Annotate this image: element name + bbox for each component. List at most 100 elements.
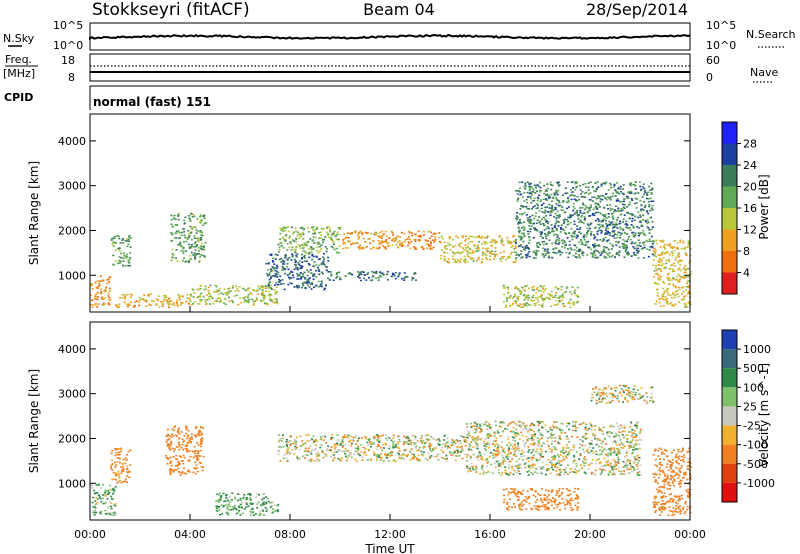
power-cell [573, 198, 576, 200]
velocity-cell [220, 496, 222, 498]
power-cell [582, 235, 585, 238]
power-cell [641, 208, 644, 210]
power-cell [628, 203, 631, 206]
power-cell [251, 298, 254, 301]
power-cell [170, 214, 173, 217]
velocity-cell [406, 435, 409, 438]
power-cell [229, 290, 232, 293]
velocity-cell [501, 471, 503, 474]
power-cell [197, 240, 200, 243]
power-cell [494, 239, 497, 242]
power-cell [204, 299, 206, 302]
velocity-cell [390, 454, 393, 457]
power-cell [528, 248, 530, 250]
power-cell [293, 286, 296, 288]
power-cell [551, 227, 554, 230]
velocity-cell [461, 449, 464, 452]
power-cell [600, 185, 603, 187]
velocity-cell [524, 466, 527, 468]
y-tick-label: 3000 [58, 180, 86, 193]
power-cell [523, 299, 526, 301]
power-cell [281, 265, 284, 268]
power-cell [123, 297, 126, 300]
power-cell [607, 213, 610, 215]
power-cell [475, 250, 478, 253]
power-cell [298, 274, 301, 277]
velocity-cell [392, 443, 395, 445]
power-cell [198, 303, 201, 305]
power-cell [524, 249, 527, 251]
power-cell [357, 275, 360, 278]
power-cell [361, 247, 364, 250]
velocity-cell [628, 447, 631, 450]
power-cell [306, 227, 309, 229]
power-cell [684, 270, 687, 272]
power-cell [272, 257, 275, 259]
velocity-cell [463, 439, 466, 441]
velocity-cell [622, 466, 625, 468]
power-cell [202, 215, 205, 218]
velocity-cell [354, 436, 357, 439]
power-cell [320, 285, 323, 288]
power-cell [582, 222, 585, 224]
power-cell [573, 292, 576, 295]
power-cell [289, 277, 292, 279]
power-cell [588, 246, 591, 249]
power-cell [476, 247, 479, 249]
power-cell [538, 194, 541, 197]
power-cell [117, 247, 119, 250]
power-cell [415, 248, 418, 250]
velocity-cell [175, 458, 178, 460]
velocity-cell [113, 514, 116, 517]
velocity-cell [493, 453, 496, 455]
velocity-cell [422, 447, 425, 449]
power-cell [541, 304, 543, 307]
power-cell [518, 235, 520, 238]
power-cell [294, 230, 297, 233]
velocity-cell [360, 437, 363, 439]
power-cell [576, 294, 579, 297]
velocity-cell [241, 512, 244, 515]
power-cell [688, 261, 691, 264]
velocity-cell [472, 439, 475, 441]
velocity-cell [555, 448, 558, 451]
power-cell [172, 254, 175, 256]
velocity-cell [125, 459, 128, 461]
power-cell [301, 275, 304, 278]
velocity-cell [479, 431, 482, 433]
power-cell [612, 234, 615, 237]
power-cell [565, 287, 568, 289]
velocity-cell [116, 461, 118, 463]
power-cell [633, 247, 636, 250]
power-cell [366, 273, 369, 276]
velocity-cell [93, 489, 96, 492]
power-cell [539, 223, 542, 225]
power-cell [655, 289, 658, 291]
power-cell [593, 212, 596, 215]
velocity-cell [119, 480, 122, 482]
power-cell [273, 266, 276, 269]
power-cell [605, 193, 608, 195]
power-cell [594, 202, 597, 204]
velocity-cell [405, 441, 408, 443]
power-cell [537, 241, 540, 244]
power-cell [530, 185, 533, 188]
power-cell [651, 209, 654, 211]
velocity-cell [285, 443, 288, 446]
velocity-cell [219, 499, 222, 501]
power-cell [425, 242, 428, 245]
power-cell [609, 207, 612, 210]
power-cell [602, 248, 605, 251]
velocity-cell [336, 444, 339, 446]
power-cell [166, 301, 169, 303]
velocity-cell [184, 445, 187, 448]
velocity-cell [104, 489, 107, 492]
power-cell [330, 273, 333, 275]
power-cell [553, 194, 556, 196]
power-cell [516, 216, 519, 219]
velocity-cell [595, 462, 598, 465]
velocity-cell [585, 423, 588, 426]
velocity-cell [392, 434, 395, 437]
velocity-cell [481, 464, 484, 466]
power-cell [429, 244, 432, 247]
